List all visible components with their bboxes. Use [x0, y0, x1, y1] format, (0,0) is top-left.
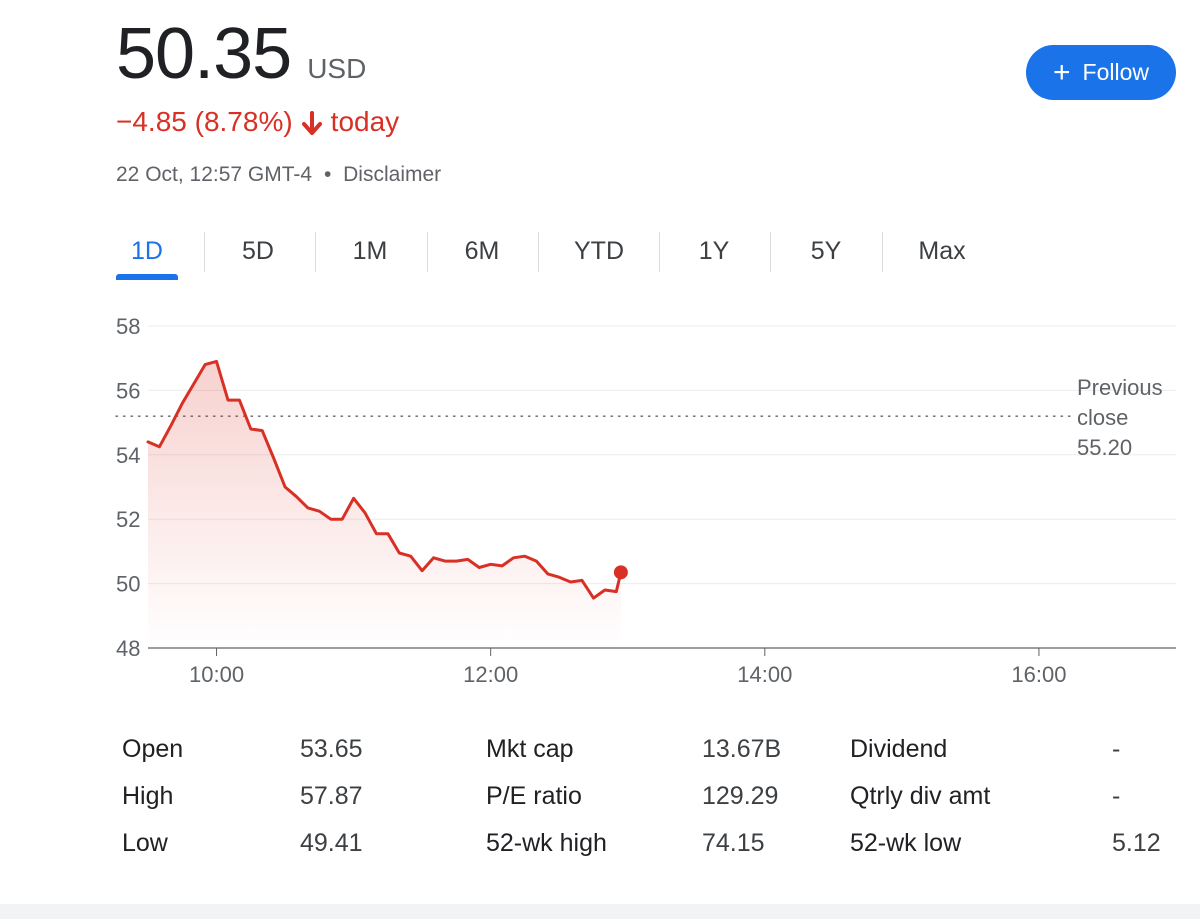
- y-tick-label: 50: [116, 572, 140, 597]
- tab-6m[interactable]: 6M: [464, 236, 500, 265]
- y-tick-label: 54: [116, 443, 140, 468]
- stat-label-open: Open: [122, 735, 184, 763]
- stat-value-qtrly-div-amt: -: [1112, 782, 1121, 810]
- stat-label-qtrly-div-amt: Qtrly div amt: [850, 782, 991, 810]
- price-row: 50.35 USD: [116, 18, 366, 90]
- current-price: 50.35: [116, 14, 292, 94]
- tab-divider: [204, 232, 205, 272]
- stat-value-high: 57.87: [300, 782, 363, 810]
- active-tab-indicator: [116, 274, 178, 280]
- y-tick-label: 48: [116, 636, 140, 661]
- price-chart[interactable]: 58 56 54 52 50 48 10:00 12:00 14:00 16:00 Previous…: [0, 300, 1200, 700]
- tab-1d[interactable]: 1D: [131, 236, 163, 265]
- x-tick-label: 10:00: [189, 662, 244, 687]
- x-tick-label: 14:00: [737, 662, 792, 687]
- tab-divider: [882, 232, 883, 272]
- change-period: today: [330, 106, 400, 137]
- stat-value-52wk-low: 5.12: [1112, 829, 1161, 857]
- price-area: [148, 361, 621, 648]
- currency-label: USD: [307, 53, 367, 84]
- tab-divider: [659, 232, 660, 272]
- stat-label-52wk-low: 52-wk low: [850, 829, 962, 857]
- disclaimer-link[interactable]: Disclaimer: [343, 163, 442, 186]
- tab-1y[interactable]: 1Y: [698, 236, 730, 265]
- stat-value-52wk-high: 74.15: [702, 829, 765, 857]
- stat-value-mkt-cap: 13.67B: [702, 735, 782, 763]
- stat-value-open: 53.65: [300, 735, 363, 763]
- tab-divider: [315, 232, 316, 272]
- tab-divider: [770, 232, 771, 272]
- y-tick-label: 56: [116, 378, 140, 403]
- x-tick-label: 12:00: [463, 662, 518, 687]
- follow-button[interactable]: + Follow: [1026, 45, 1176, 100]
- range-tabs: 1D 5D 1M 6M YTD 1Y 5Y Max: [116, 228, 996, 282]
- stat-label-52wk-high: 52-wk high: [486, 829, 607, 857]
- x-tick-label: 16:00: [1011, 662, 1066, 687]
- arrow-down-icon: [301, 111, 323, 137]
- stat-value-pe-ratio: 129.29: [702, 782, 779, 810]
- previous-close-label: Previous: [1077, 375, 1163, 400]
- tab-ytd[interactable]: YTD: [574, 236, 624, 265]
- page-footer-strip: [0, 904, 1200, 919]
- tab-5y[interactable]: 5Y: [810, 236, 842, 265]
- stat-label-dividend: Dividend: [850, 735, 948, 763]
- tab-1m[interactable]: 1M: [352, 236, 388, 265]
- plus-icon: +: [1053, 55, 1071, 89]
- tab-divider: [538, 232, 539, 272]
- previous-close-label: 55.20: [1077, 435, 1132, 460]
- change-value: −4.85 (8.78%): [116, 106, 293, 137]
- stat-label-pe-ratio: P/E ratio: [486, 782, 582, 810]
- tab-divider: [427, 232, 428, 272]
- previous-close-label: close: [1077, 405, 1128, 430]
- quote-timestamp: 22 Oct, 12:57 GMT-4: [116, 163, 313, 186]
- stat-label-mkt-cap: Mkt cap: [486, 735, 574, 763]
- stat-label-low: Low: [122, 829, 168, 857]
- stat-value-dividend: -: [1112, 735, 1121, 763]
- stat-label-high: High: [122, 782, 174, 810]
- separator-dot: •: [323, 163, 332, 186]
- y-tick-label: 58: [116, 314, 140, 339]
- quote-timestamp-row: 22 Oct, 12:57 GMT-4 • Disclaimer: [116, 163, 441, 187]
- follow-label: Follow: [1082, 59, 1149, 85]
- y-tick-label: 52: [116, 507, 140, 532]
- stat-value-low: 49.41: [300, 829, 363, 857]
- tab-max[interactable]: Max: [918, 236, 966, 265]
- price-change: −4.85 (8.78%) today: [116, 106, 399, 138]
- last-price-point: [613, 565, 628, 580]
- price-line: [146, 359, 623, 600]
- tab-5d[interactable]: 5D: [242, 236, 274, 265]
